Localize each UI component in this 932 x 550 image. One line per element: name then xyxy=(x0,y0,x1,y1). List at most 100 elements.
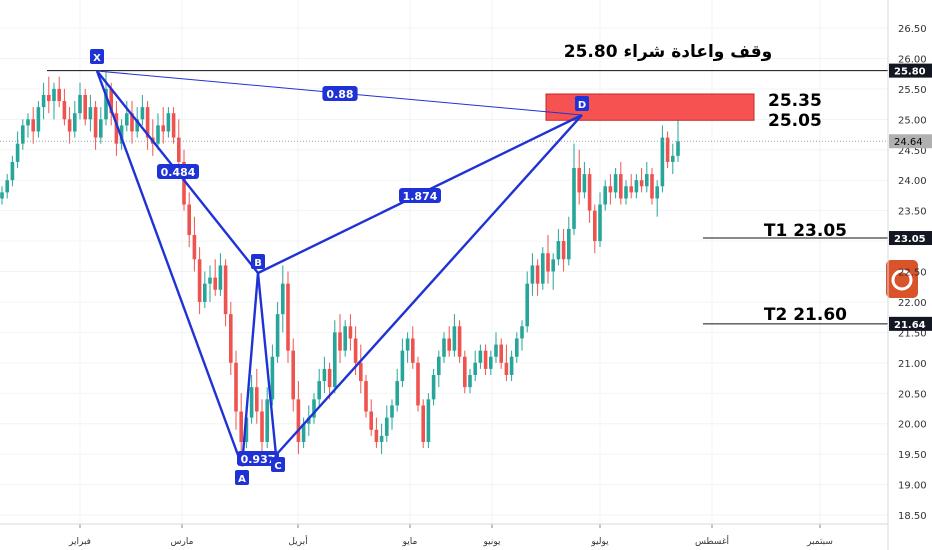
candle-body xyxy=(270,356,275,400)
candle-body xyxy=(41,94,46,108)
candle-body xyxy=(452,326,457,351)
candle-body xyxy=(145,107,150,138)
level-price-label: 25.80 xyxy=(894,67,926,78)
candle-body xyxy=(275,314,280,357)
candle-body xyxy=(353,338,358,363)
candle-body xyxy=(437,356,441,375)
candle-body xyxy=(629,186,633,193)
y-tick-label: 22.50 xyxy=(898,268,927,279)
candle-body xyxy=(385,417,389,436)
zone-low-label: 25.05 xyxy=(768,111,822,131)
level-price-marker xyxy=(889,63,932,78)
candle-body xyxy=(416,362,420,406)
candle-body xyxy=(213,277,217,290)
candle-body xyxy=(489,356,493,369)
ratio-label: 0.937 xyxy=(241,453,276,466)
candle-body xyxy=(130,113,134,132)
candle-body xyxy=(665,137,670,162)
point-label-C: C xyxy=(274,461,281,472)
candle-body xyxy=(296,399,301,442)
candle-body xyxy=(177,137,181,162)
candle-body xyxy=(62,101,67,120)
candle-body xyxy=(660,137,665,187)
candle-body xyxy=(317,381,321,400)
candle-body xyxy=(483,350,488,369)
candle-body xyxy=(494,344,498,357)
candle-body xyxy=(473,362,477,375)
candle-body xyxy=(509,356,514,375)
candle-body xyxy=(530,265,535,284)
y-tick-label: 25.00 xyxy=(898,115,927,126)
candle-body xyxy=(140,107,145,120)
point-badge-B xyxy=(251,254,265,269)
candle-body xyxy=(244,417,249,442)
candle-body xyxy=(255,387,259,412)
candle-body xyxy=(457,326,462,357)
candle-body xyxy=(119,125,124,144)
point-badge-X xyxy=(90,49,104,64)
point-badge-C xyxy=(271,457,285,472)
level-price-label: 21.64 xyxy=(894,320,926,331)
candle-body xyxy=(671,155,675,162)
candle-body xyxy=(234,362,238,412)
y-tick-label: 21.00 xyxy=(898,359,927,370)
candle-body xyxy=(676,141,680,156)
y-tick-label: 24.00 xyxy=(898,176,927,187)
candle-body xyxy=(52,88,56,102)
candle-body xyxy=(561,241,566,260)
candle-body xyxy=(187,204,191,235)
candle-body xyxy=(577,168,581,193)
candle-body xyxy=(535,265,540,284)
brand-logo-bg xyxy=(886,260,918,298)
candle-body xyxy=(67,119,72,132)
x-tick-label: أغسطس xyxy=(695,535,729,547)
x-tick-label: مارس xyxy=(171,537,194,547)
candle-body xyxy=(249,387,254,418)
candle-body xyxy=(343,326,347,351)
candle-body xyxy=(634,180,639,193)
brand-logo-ring xyxy=(891,269,913,291)
candle-body xyxy=(0,192,4,199)
candle-body xyxy=(301,423,306,442)
candle-body xyxy=(587,174,592,211)
point-label-A: A xyxy=(238,474,246,485)
x-tick-label: مايو xyxy=(402,537,418,547)
candle-body xyxy=(463,356,467,388)
point-label-D: D xyxy=(578,100,586,111)
candle-body xyxy=(161,125,165,132)
candle-body xyxy=(624,186,628,199)
candle-body xyxy=(104,88,108,120)
candle-body xyxy=(15,143,20,162)
candle-body xyxy=(650,174,654,199)
y-tick-label: 25.50 xyxy=(898,85,927,96)
candle-body xyxy=(395,381,399,406)
y-tick-label: 23.50 xyxy=(898,207,927,218)
candle-body xyxy=(613,174,618,193)
candle-body xyxy=(5,180,9,193)
candle-body xyxy=(47,94,51,102)
candle-body xyxy=(546,253,550,272)
ratio-label: 1.874 xyxy=(403,190,438,203)
target-2-note: T2 21.60 xyxy=(764,305,847,325)
candle-body xyxy=(203,283,207,302)
ratio-badge xyxy=(237,451,279,466)
candle-body xyxy=(655,186,659,199)
candle-body xyxy=(218,265,223,290)
y-tick-label: 24.50 xyxy=(898,146,927,157)
candle-body xyxy=(598,204,602,242)
candle-body xyxy=(99,119,103,138)
candle-body xyxy=(364,381,368,412)
candle-body xyxy=(582,174,587,193)
candle-body xyxy=(239,411,243,442)
candle-body xyxy=(197,259,202,302)
harmonic-pattern xyxy=(95,70,755,467)
y-tick-label: 20.00 xyxy=(898,420,927,431)
annotations: وقف واعادة شراء 25.80 T1 23.05 T2 21.60 25.… xyxy=(90,42,918,485)
ratio-label: 0.484 xyxy=(161,166,196,179)
x-tick-label: سبتمبر xyxy=(806,537,833,547)
candle-body xyxy=(182,161,186,205)
point-label-X: X xyxy=(93,53,101,64)
candle-body xyxy=(431,374,436,400)
candle-body xyxy=(348,326,353,339)
